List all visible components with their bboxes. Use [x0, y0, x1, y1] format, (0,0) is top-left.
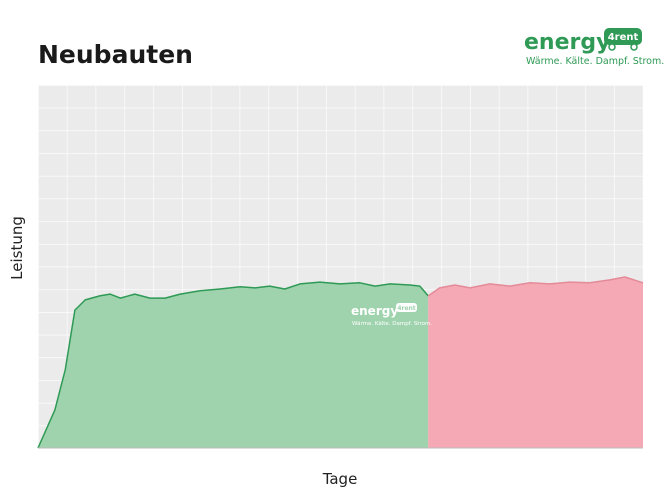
- watermark-badge-bg: [396, 303, 417, 312]
- watermark-badge: 4rent: [397, 305, 415, 312]
- logo-tagline: Wärme. Kälte. Dampf. Strom.: [526, 56, 664, 67]
- logo-brand: energy: [524, 30, 610, 55]
- y-axis-label: Leistung: [8, 216, 26, 280]
- area: [428, 277, 643, 448]
- area-line: [37, 281, 429, 449]
- watermark: energy 4rent Wärme. Kälte. Dampf. Strom.: [351, 303, 432, 327]
- logo-badge: 4rent: [608, 32, 639, 43]
- logo-wheel: [630, 43, 638, 51]
- watermark-tagline: Wärme. Kälte. Dampf. Strom.: [352, 321, 432, 327]
- area: [38, 282, 429, 448]
- logo-badge-bg: [604, 28, 642, 45]
- logo-wheel: [608, 43, 616, 51]
- watermark-brand: energy: [351, 304, 398, 318]
- chart-title: Neubauten: [38, 40, 193, 69]
- x-axis-label: Tage: [322, 470, 358, 488]
- area-line: [427, 276, 644, 297]
- logo: energy 4rent Wärme. Kälte. Dampf. Strom.: [524, 28, 664, 67]
